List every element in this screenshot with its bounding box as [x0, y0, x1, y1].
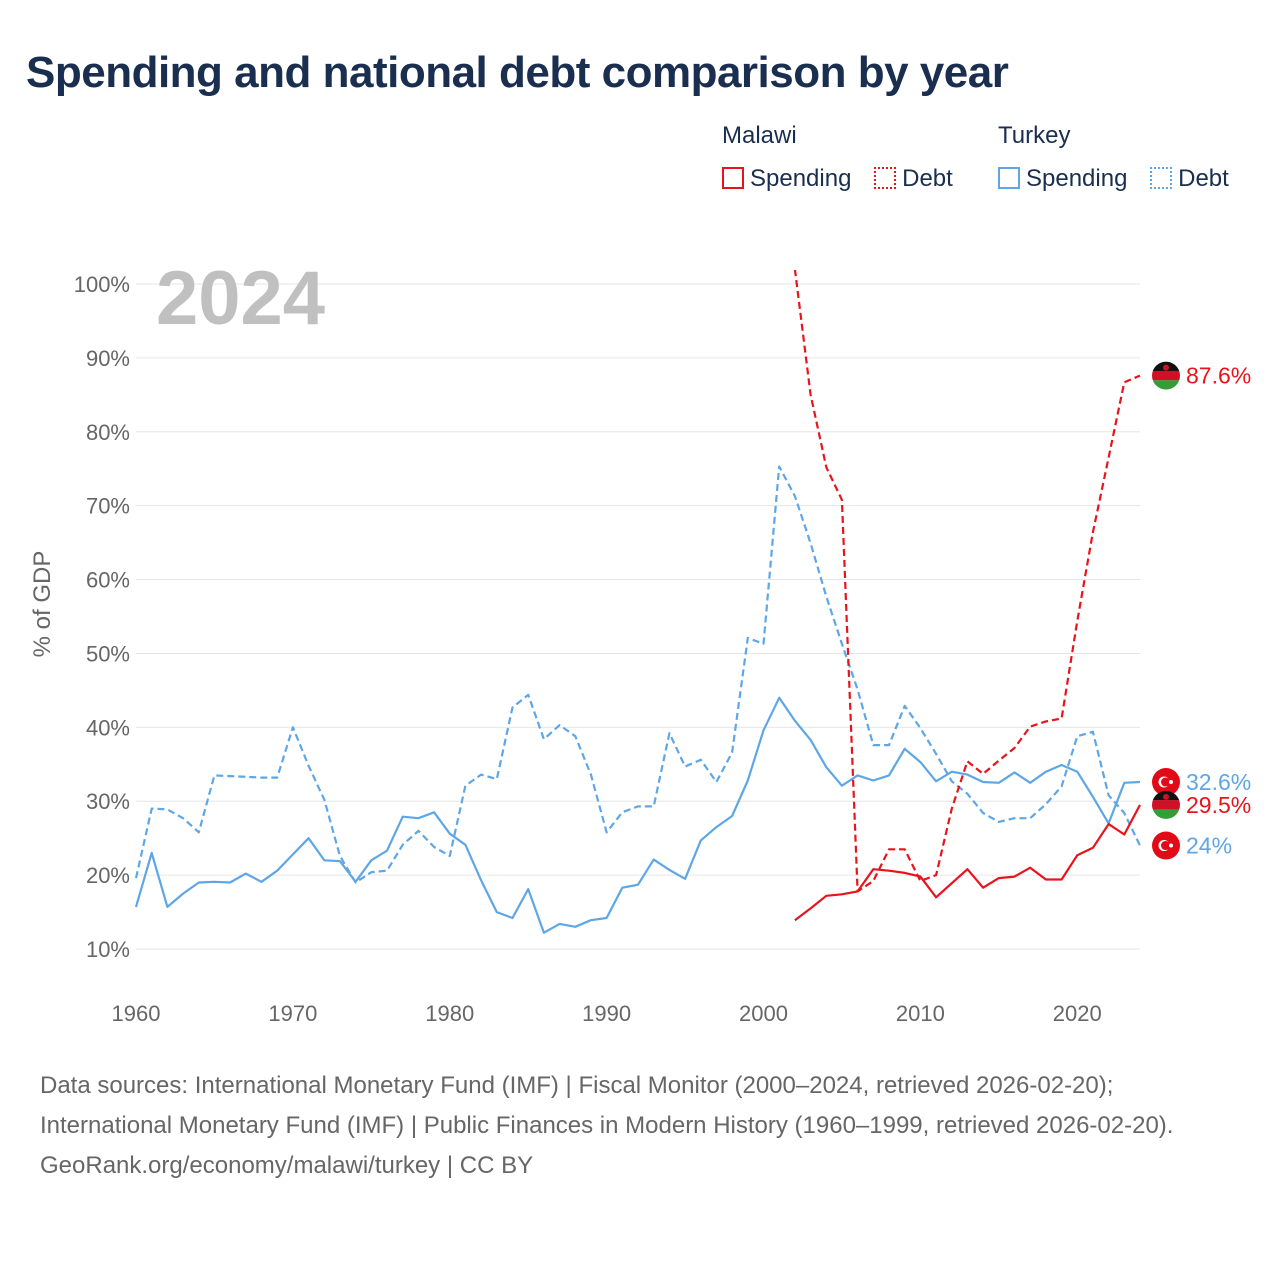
- end-marker-malawi-debt[interactable]: 87.6%: [1152, 361, 1251, 390]
- y-tick-label: 70%: [86, 494, 130, 519]
- legend-item-turkey-spending[interactable]: Spending: [998, 165, 1127, 193]
- legend-item-label: Debt: [902, 164, 953, 192]
- y-tick-label: 50%: [86, 641, 130, 666]
- x-tick-label: 2000: [739, 1001, 788, 1026]
- series-line-malawi-debt[interactable]: [793, 269, 1141, 893]
- x-tick-label: 1990: [582, 1001, 631, 1026]
- series-line-malawi-spending[interactable]: [794, 804, 1141, 922]
- end-value-label: 32.6%: [1186, 769, 1251, 795]
- x-tick-label: 1970: [268, 1001, 317, 1026]
- flag-stripe-red: [1152, 800, 1180, 810]
- x-tick-label: 2020: [1053, 1001, 1102, 1026]
- x-tick-label: 2010: [896, 1001, 945, 1026]
- data-sources: Data sources: International Monetary Fun…: [40, 1072, 1174, 1139]
- series-line-turkey-spending[interactable]: [134, 696, 1141, 934]
- end-value-label: 29.5%: [1186, 792, 1251, 818]
- x-tick-label: 1960: [112, 1001, 161, 1026]
- legend-group-turkey: Turkey Spending Debt: [998, 122, 1229, 193]
- legend-swatch-dotted: [1150, 166, 1173, 189]
- flag-sun: [1163, 364, 1169, 371]
- x-tick-label: 1980: [425, 1001, 474, 1026]
- legend-group-name: Malawi: [722, 122, 797, 149]
- legend-item-turkey-debt[interactable]: Debt: [1150, 165, 1229, 193]
- credit-link[interactable]: GeoRank.org/economy/malawi/turkey | CC B…: [40, 1152, 534, 1179]
- end-value-label: 87.6%: [1186, 363, 1251, 389]
- flag-star: [1169, 843, 1173, 848]
- legend-item-malawi-debt[interactable]: Debt: [874, 165, 953, 193]
- end-marker-malawi-spending[interactable]: 29.5%: [1152, 790, 1251, 819]
- legend-item-malawi-spending[interactable]: Spending: [722, 165, 851, 193]
- end-marker-turkey-debt[interactable]: 24%: [1152, 831, 1232, 860]
- y-tick-label: 90%: [86, 346, 130, 371]
- end-value-label: 24%: [1186, 833, 1232, 859]
- y-axis-label: % of GDP: [29, 551, 56, 658]
- legend-item-label: Spending: [1026, 164, 1128, 192]
- line-chart: 10% 20% 30% 40% 50% 60% 70% 80% 90% 100% 1960 1970 1…: [29, 256, 1251, 1026]
- y-tick-label: 20%: [86, 863, 130, 888]
- flag-stripe-green: [1152, 380, 1180, 390]
- flag-crescent-cut: [1161, 777, 1170, 787]
- legend-swatch-solid: [998, 166, 1020, 189]
- legend-swatch-solid: [722, 166, 744, 189]
- flag-stripe-green: [1152, 809, 1180, 819]
- y-tick-label: 30%: [86, 789, 130, 814]
- flag-icon-malawi: [1152, 361, 1180, 390]
- series-line-turkey-debt[interactable]: [134, 465, 1141, 884]
- flag-icon-malawi: [1152, 790, 1180, 819]
- legend-item-label: Spending: [750, 164, 852, 192]
- legend-swatch-dotted: [874, 166, 897, 189]
- legend-group-malawi: Malawi Spending Debt: [722, 122, 969, 193]
- chart-title: Spending and national debt comparison by…: [26, 48, 1009, 97]
- y-tick-label: 40%: [86, 715, 130, 740]
- footer: Data sources: International Monetary Fun…: [40, 1066, 1240, 1186]
- flag-stripe-red: [1152, 370, 1180, 381]
- flag-sun: [1163, 793, 1169, 800]
- flag-star: [1169, 780, 1173, 785]
- y-tick-label: 60%: [86, 568, 130, 593]
- legend-item-label: Debt: [1178, 164, 1229, 192]
- legend-group-name: Turkey: [998, 122, 1071, 149]
- y-tick-label: 10%: [86, 937, 130, 962]
- year-watermark: 2024: [156, 256, 325, 341]
- end-marker-turkey-spending[interactable]: 32.6%: [1152, 768, 1251, 797]
- y-tick-label: 80%: [86, 420, 130, 445]
- flag-crescent-cut: [1161, 841, 1170, 851]
- y-tick-label: 100%: [74, 272, 130, 297]
